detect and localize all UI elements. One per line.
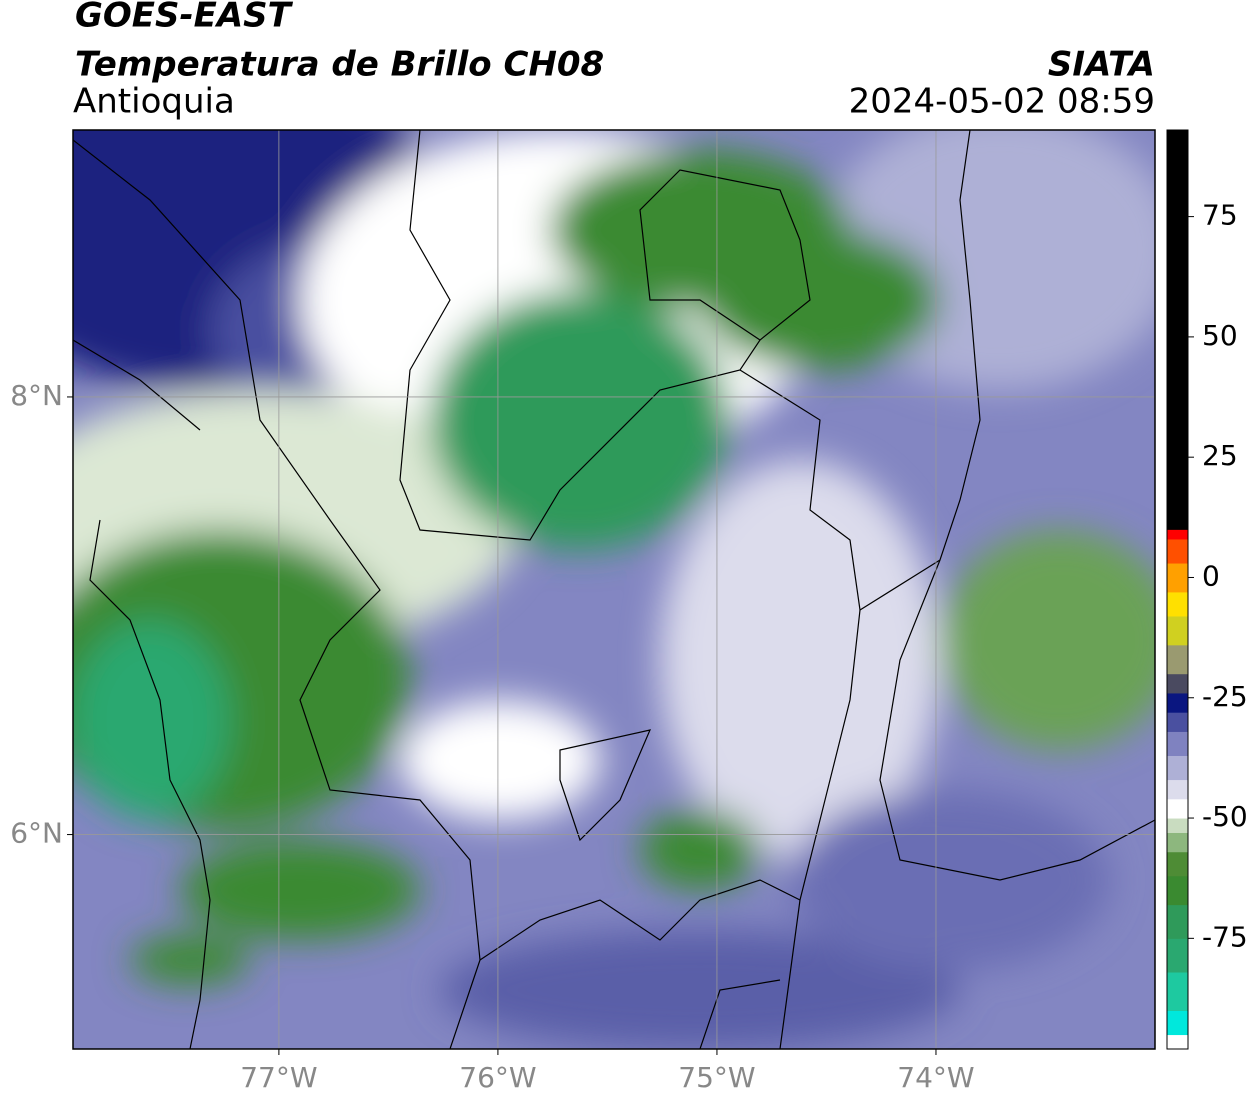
colorbar-segment — [1167, 692, 1188, 713]
colorbar-tick-label: 0 — [1202, 559, 1220, 592]
colorbar-segment — [1167, 972, 1188, 1012]
colorbar-segment — [1167, 538, 1188, 564]
colorbar-tick-label: -50 — [1202, 800, 1248, 833]
colorbar-segment — [1167, 938, 1188, 973]
colorbar-frame — [1166, 129, 1189, 1050]
colorbar-segment — [1167, 1010, 1188, 1036]
colorbar-segment — [1167, 712, 1188, 732]
subtitle: Temperatura de Brillo CH08 — [75, 45, 604, 85]
colorbar-segment — [1167, 875, 1188, 906]
title: GOES-EAST — [75, 0, 294, 36]
x-tick-label: 75°W — [678, 1061, 755, 1094]
colorbar-segment — [1167, 851, 1188, 877]
colorbar-tick-label: 25 — [1202, 439, 1238, 472]
y-tick-label: 8°N — [10, 379, 63, 412]
colorbar-tick-label: -75 — [1202, 920, 1248, 953]
colorbar-tick-label: -25 — [1202, 680, 1248, 713]
colorbar-tick-label: 50 — [1202, 319, 1238, 352]
colorbar-segment — [1167, 673, 1188, 694]
colorbar: 75 50 25 0 -25 -50 -75 — [1166, 129, 1248, 1050]
colorbar-segment — [1167, 818, 1188, 833]
datetime: 2024-05-02 08:59 — [849, 82, 1155, 122]
x-tick-label: 74°W — [897, 1061, 974, 1094]
colorbar-segment — [1167, 644, 1188, 675]
colorbar-segment — [1167, 832, 1188, 853]
y-tick-label: 6°N — [10, 817, 63, 850]
satellite-image — [73, 130, 1155, 1049]
colorbar-segment — [1167, 615, 1188, 646]
grid: 77°W 76°W 75°W 74°W 8°N 6°N — [10, 130, 1155, 1094]
colorbar-segment — [1167, 798, 1188, 819]
colorbar-segment — [1167, 904, 1188, 939]
x-tick-label: 76°W — [459, 1061, 536, 1094]
region: Antioquia — [73, 82, 235, 122]
source: SIATA — [1048, 45, 1155, 85]
colorbar-segment — [1167, 591, 1188, 617]
colorbar-tick-label: 75 — [1202, 199, 1238, 232]
x-tick-label: 77°W — [240, 1061, 317, 1094]
colorbar-segment — [1167, 779, 1188, 800]
colorbar-segment — [1167, 529, 1188, 540]
map-frame — [72, 129, 1156, 1050]
colorbar-segment — [1167, 130, 1188, 530]
colorbar-segment — [1167, 731, 1188, 756]
colorbar-segment — [1167, 755, 1188, 781]
colorbar-segment — [1167, 563, 1188, 593]
colorbar-segment — [1167, 1034, 1188, 1050]
